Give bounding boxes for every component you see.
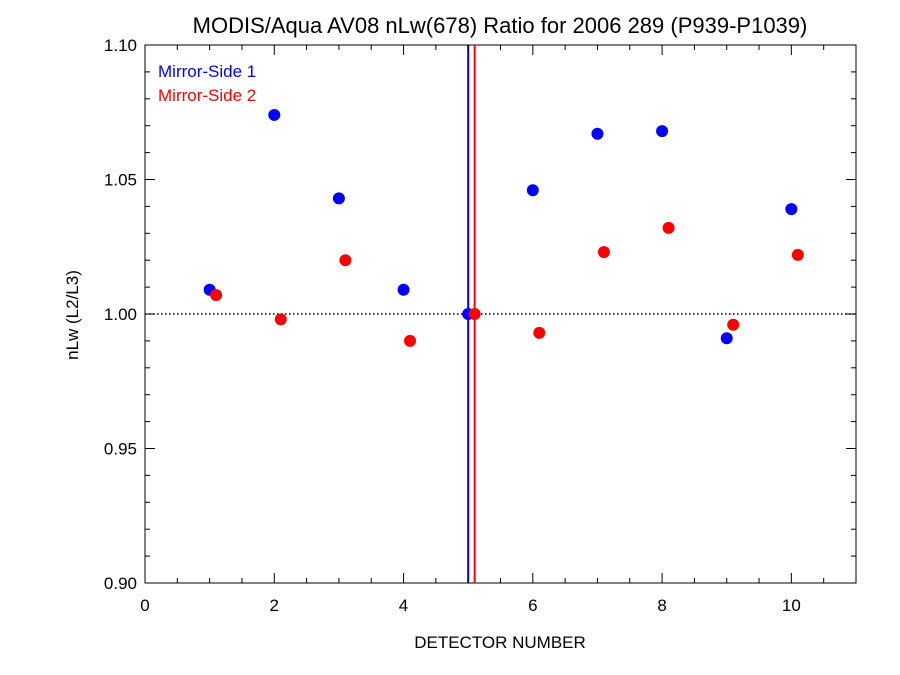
data-point-series-2 xyxy=(468,308,481,320)
data-point-series-2 xyxy=(210,289,223,302)
data-point-series-2 xyxy=(274,313,287,326)
data-point-series-2 xyxy=(662,221,675,234)
data-point-series-1 xyxy=(785,203,798,216)
x-tick-label: 8 xyxy=(657,596,666,615)
y-tick-label: 0.90 xyxy=(104,574,137,593)
reference-lines-group xyxy=(145,45,856,583)
y-tick-label: 1.00 xyxy=(104,305,137,324)
data-point-series-2 xyxy=(404,334,417,347)
data-point-series-2 xyxy=(339,254,352,267)
data-point-series-2 xyxy=(727,318,740,331)
data-point-series-1 xyxy=(268,108,281,121)
data-point-series-1 xyxy=(591,127,604,140)
legend-entry-mirror-side-2: Mirror-Side 2 xyxy=(158,86,256,105)
x-axis-label: DETECTOR NUMBER xyxy=(414,633,586,652)
data-point-series-1 xyxy=(526,184,539,197)
y-tick-label: 1.10 xyxy=(104,36,137,55)
y-tick-label: 1.05 xyxy=(104,171,137,190)
data-point-series-1 xyxy=(397,283,410,296)
legend-entry-mirror-side-1: Mirror-Side 1 xyxy=(158,62,256,81)
y-tick-label: 0.95 xyxy=(104,440,137,459)
data-point-series-1 xyxy=(656,125,669,138)
data-point-series-1 xyxy=(720,332,733,345)
data-points-group xyxy=(203,108,804,347)
y-axis-label: nLw (L2/L3) xyxy=(63,270,82,360)
x-tick-label: 10 xyxy=(782,596,801,615)
data-point-series-2 xyxy=(533,326,546,339)
data-point-series-2 xyxy=(597,246,610,259)
data-point-series-2 xyxy=(791,248,804,261)
axis-ticks-group: 0 2 4 6 8 10 0.90 0.95 1.00 1.05 1.10 xyxy=(104,36,857,615)
x-tick-label: 4 xyxy=(399,596,408,615)
x-tick-label: 0 xyxy=(140,596,149,615)
x-tick-label: 2 xyxy=(270,596,279,615)
data-point-series-1 xyxy=(332,192,345,205)
x-tick-label: 6 xyxy=(528,596,537,615)
chart-title: MODIS/Aqua AV08 nLw(678) Ratio for 2006 … xyxy=(193,13,808,38)
